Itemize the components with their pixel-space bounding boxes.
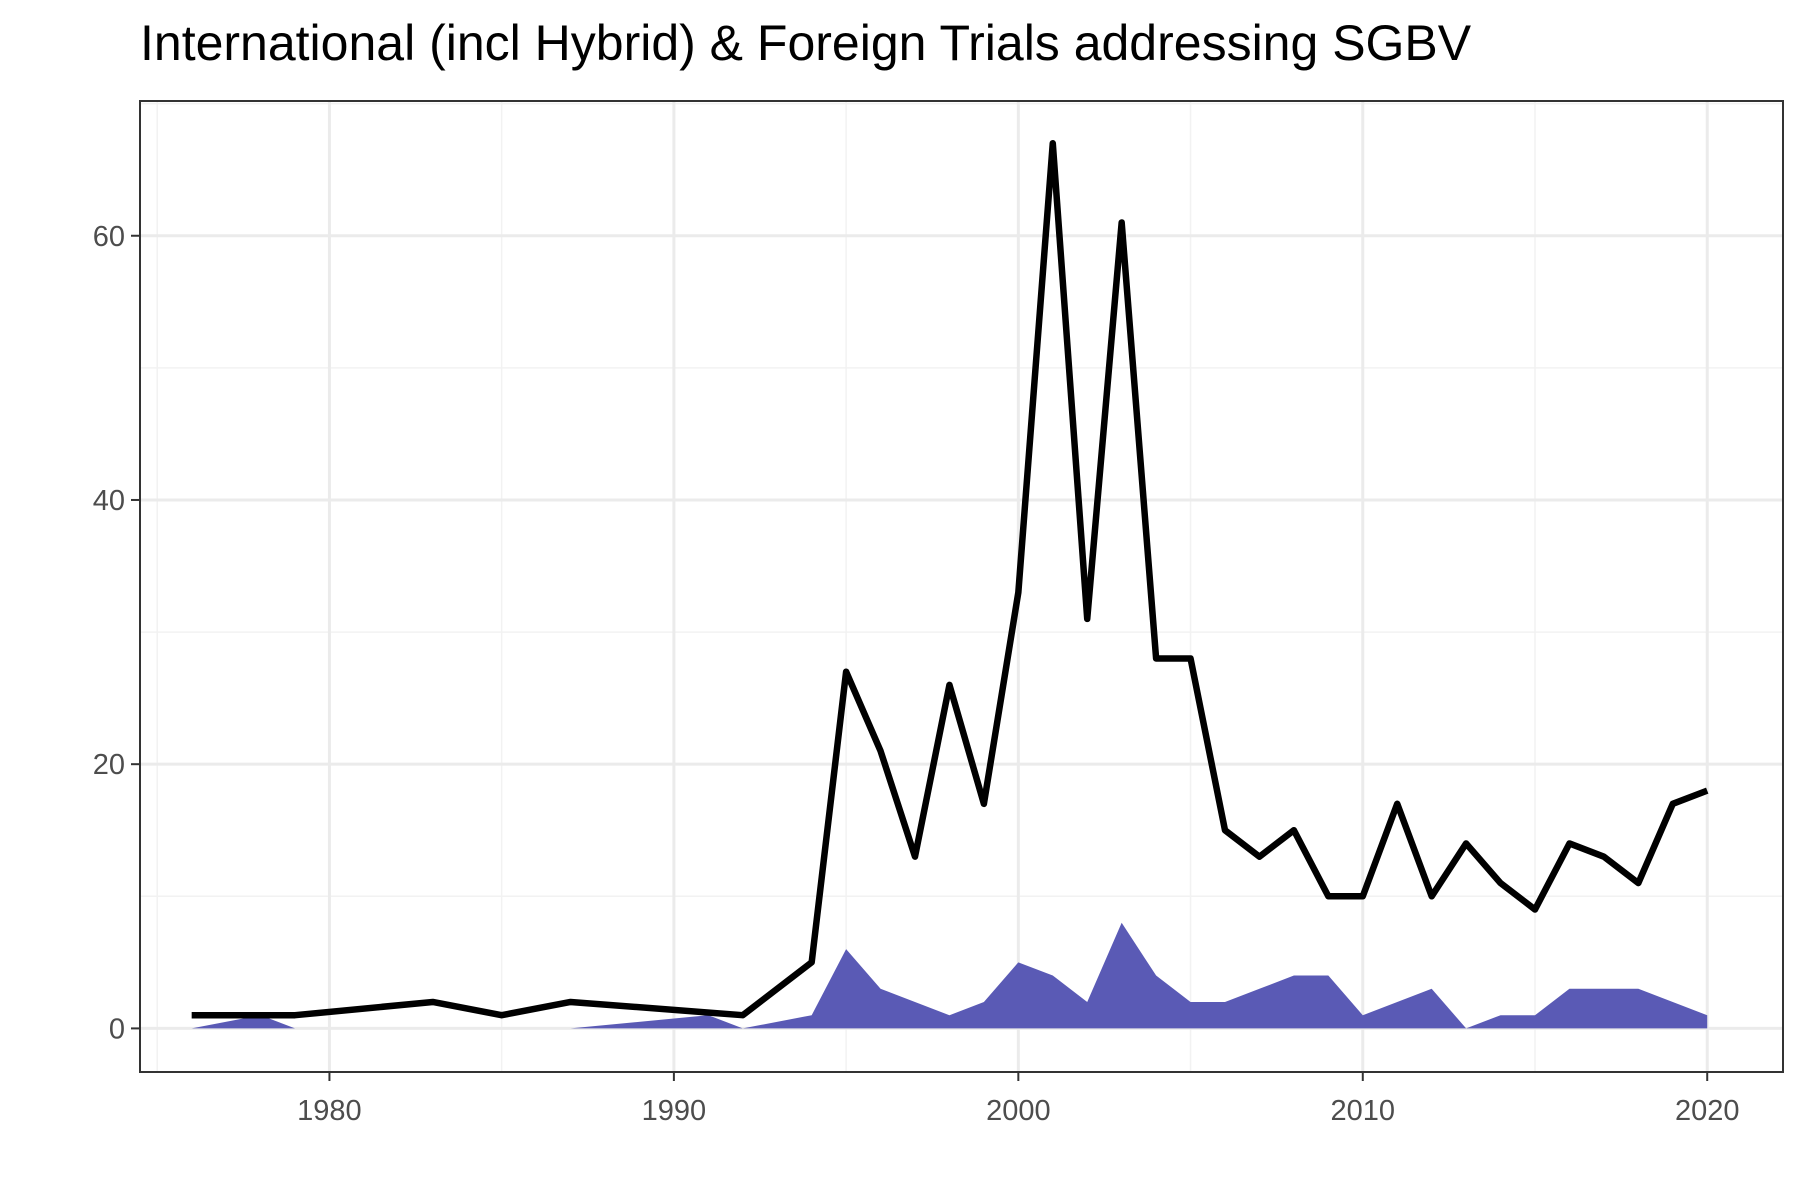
y-tick-label: 60 (93, 221, 125, 253)
chart-title: International (incl Hybrid) & Foreign Tr… (140, 15, 1472, 71)
x-axis: 1980 1990 2000 2010 2020 (297, 1072, 1739, 1127)
x-tick-label: 2000 (986, 1095, 1051, 1127)
y-tick-label: 0 (109, 1013, 125, 1045)
grid-minor (140, 101, 1783, 1072)
x-tick-label: 2020 (1675, 1095, 1740, 1127)
x-tick-label: 2010 (1331, 1095, 1396, 1127)
trials-line (191, 140, 1709, 1019)
y-tick-label: 40 (93, 485, 125, 517)
area-series (191, 922, 1708, 1029)
x-tick-label: 1990 (642, 1095, 707, 1127)
y-axis: 0 20 40 60 (93, 221, 140, 1045)
area-segment-0 (191, 1015, 295, 1029)
x-tick-label: 1980 (297, 1095, 362, 1127)
area-segment-2 (1466, 988, 1708, 1029)
area-segment-1 (570, 922, 1467, 1029)
plot-background (140, 101, 1783, 1072)
line-series (191, 140, 1709, 1019)
y-tick-label: 20 (93, 749, 125, 781)
plot-border (139, 100, 1784, 1073)
